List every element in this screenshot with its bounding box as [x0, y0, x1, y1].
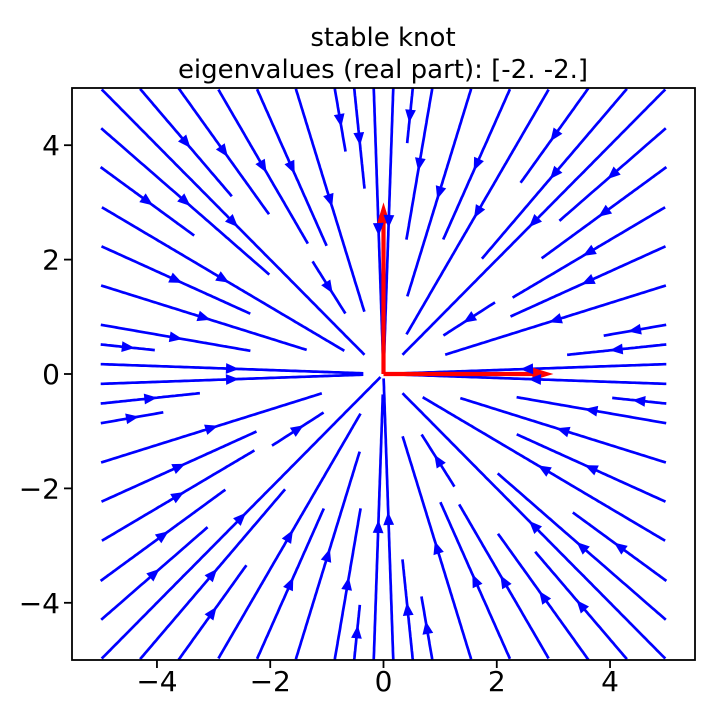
- streamline-arrowhead-icon: [204, 606, 217, 621]
- y-tick-label: 4: [42, 129, 60, 162]
- chart-title-line2: eigenvalues (real part): [-2. -2.]: [178, 55, 588, 85]
- streamline-arrowhead-icon: [321, 279, 333, 294]
- streamline-arrowhead-icon: [283, 577, 294, 592]
- x-tick-label: 2: [488, 665, 506, 698]
- streamline-arrowhead-icon: [584, 465, 599, 476]
- streamline-arrowhead-icon: [463, 311, 478, 323]
- streamline-arrowhead-icon: [289, 425, 304, 437]
- streamline-arrowhead-icon: [341, 577, 352, 591]
- streamline-arrowhead-icon: [433, 541, 444, 556]
- streamline-arrowhead-icon: [168, 272, 183, 283]
- streamline-arrowhead-icon: [170, 492, 185, 504]
- streamline-arrowhead-icon: [607, 166, 621, 180]
- y-tick-label: 2: [42, 244, 60, 277]
- streamline-arrowhead-icon: [121, 341, 135, 352]
- streamline-arrowhead-icon: [628, 323, 642, 335]
- streamline-arrowhead-icon: [323, 192, 334, 207]
- streamline-arrowhead-icon: [255, 158, 267, 173]
- streamline-arrowhead-icon: [383, 512, 395, 526]
- streamline-arrowhead-icon: [537, 465, 552, 477]
- streamline-arrowhead-icon: [383, 214, 395, 228]
- streamline-arrowhead-icon: [168, 331, 183, 343]
- y-tick-label: −4: [19, 587, 60, 620]
- streamline-arrowhead-icon: [177, 193, 191, 206]
- streamline-arrowhead-icon: [576, 542, 590, 555]
- streamline-arrowhead-icon: [225, 363, 239, 374]
- streamline-arrowhead-icon: [215, 143, 228, 157]
- streamline-arrowhead-icon: [529, 214, 542, 228]
- x-tick-label: −4: [136, 665, 177, 698]
- streamline-arrowhead-icon: [139, 193, 153, 206]
- streamline-arrowhead-icon: [333, 113, 345, 127]
- y-tick-label: −2: [19, 472, 60, 505]
- streamline-arrowhead-icon: [632, 396, 646, 407]
- streamline-arrowhead-icon: [196, 310, 211, 322]
- streamline-arrowhead-icon: [372, 520, 384, 534]
- streamline-arrowhead-icon: [520, 363, 534, 375]
- streamline-arrowhead-icon: [353, 132, 365, 146]
- streamline-arrowhead-icon: [143, 393, 158, 405]
- streamline-arrowhead-icon: [281, 529, 293, 544]
- x-tick-label: −2: [250, 665, 291, 698]
- streamline-arrowhead-icon: [582, 244, 597, 256]
- streamline-arrowhead-icon: [598, 204, 613, 217]
- streamline-arrowhead-icon: [435, 185, 447, 200]
- streamline-arrowhead-icon: [225, 374, 239, 385]
- streamline-arrowhead-icon: [529, 520, 542, 534]
- streamline-arrowhead-icon: [556, 426, 571, 438]
- streamline-arrowhead-icon: [549, 165, 563, 180]
- streamline-arrowhead-icon: [233, 512, 246, 526]
- streamline-arrowhead-icon: [474, 204, 486, 219]
- streamline-arrowhead-icon: [422, 621, 434, 635]
- streamline-arrowhead-icon: [204, 424, 219, 435]
- streamline-arrowhead-icon: [415, 157, 426, 171]
- streamline-arrowhead-icon: [550, 127, 563, 142]
- x-tick-label: 0: [375, 665, 393, 698]
- streamline-arrowhead-icon: [402, 602, 414, 616]
- y-tick-label: 0: [42, 358, 60, 391]
- streamline-arrowhead-icon: [434, 454, 446, 469]
- streamline-arrowhead-icon: [215, 271, 230, 283]
- streamline-arrowhead-icon: [320, 548, 332, 563]
- streamline-arrowhead-icon: [473, 156, 484, 171]
- streamline-arrowhead-icon: [125, 413, 139, 425]
- streamline-arrowhead-icon: [472, 574, 483, 589]
- streamline-arrowhead-icon: [178, 134, 191, 148]
- streamline-arrowhead-icon: [405, 109, 416, 123]
- streamline-arrowhead-icon: [548, 313, 563, 324]
- streamline-arrowhead-icon: [539, 591, 552, 605]
- streamline-arrowhead-icon: [584, 405, 599, 417]
- streamline-arrowhead-icon: [146, 568, 160, 582]
- streamline-arrowhead-icon: [284, 159, 295, 174]
- streamline-arrowhead-icon: [225, 214, 238, 228]
- chart-title-line1: stable knot: [310, 23, 455, 53]
- streamline-arrowhead-icon: [581, 274, 596, 285]
- axes: −4 −2 0 2 4 −4 −2 0 2 4: [19, 87, 696, 698]
- streamline-arrowhead-icon: [154, 531, 169, 544]
- streamline-arrowhead-icon: [528, 374, 542, 385]
- streamline-arrowhead-icon: [576, 600, 589, 614]
- streamline-arrowhead-icon: [171, 463, 186, 474]
- streamline-arrowhead-icon: [609, 343, 624, 355]
- streamline-arrowhead-icon: [372, 222, 384, 236]
- x-tick-label: 4: [601, 665, 619, 698]
- streamline-arrowhead-icon: [500, 575, 512, 590]
- streamline-arrowhead-icon: [614, 542, 628, 555]
- streamline-arrowhead-icon: [204, 568, 218, 583]
- streamline-arrowhead-icon: [351, 625, 362, 639]
- streamline-arrowheads: [121, 109, 646, 639]
